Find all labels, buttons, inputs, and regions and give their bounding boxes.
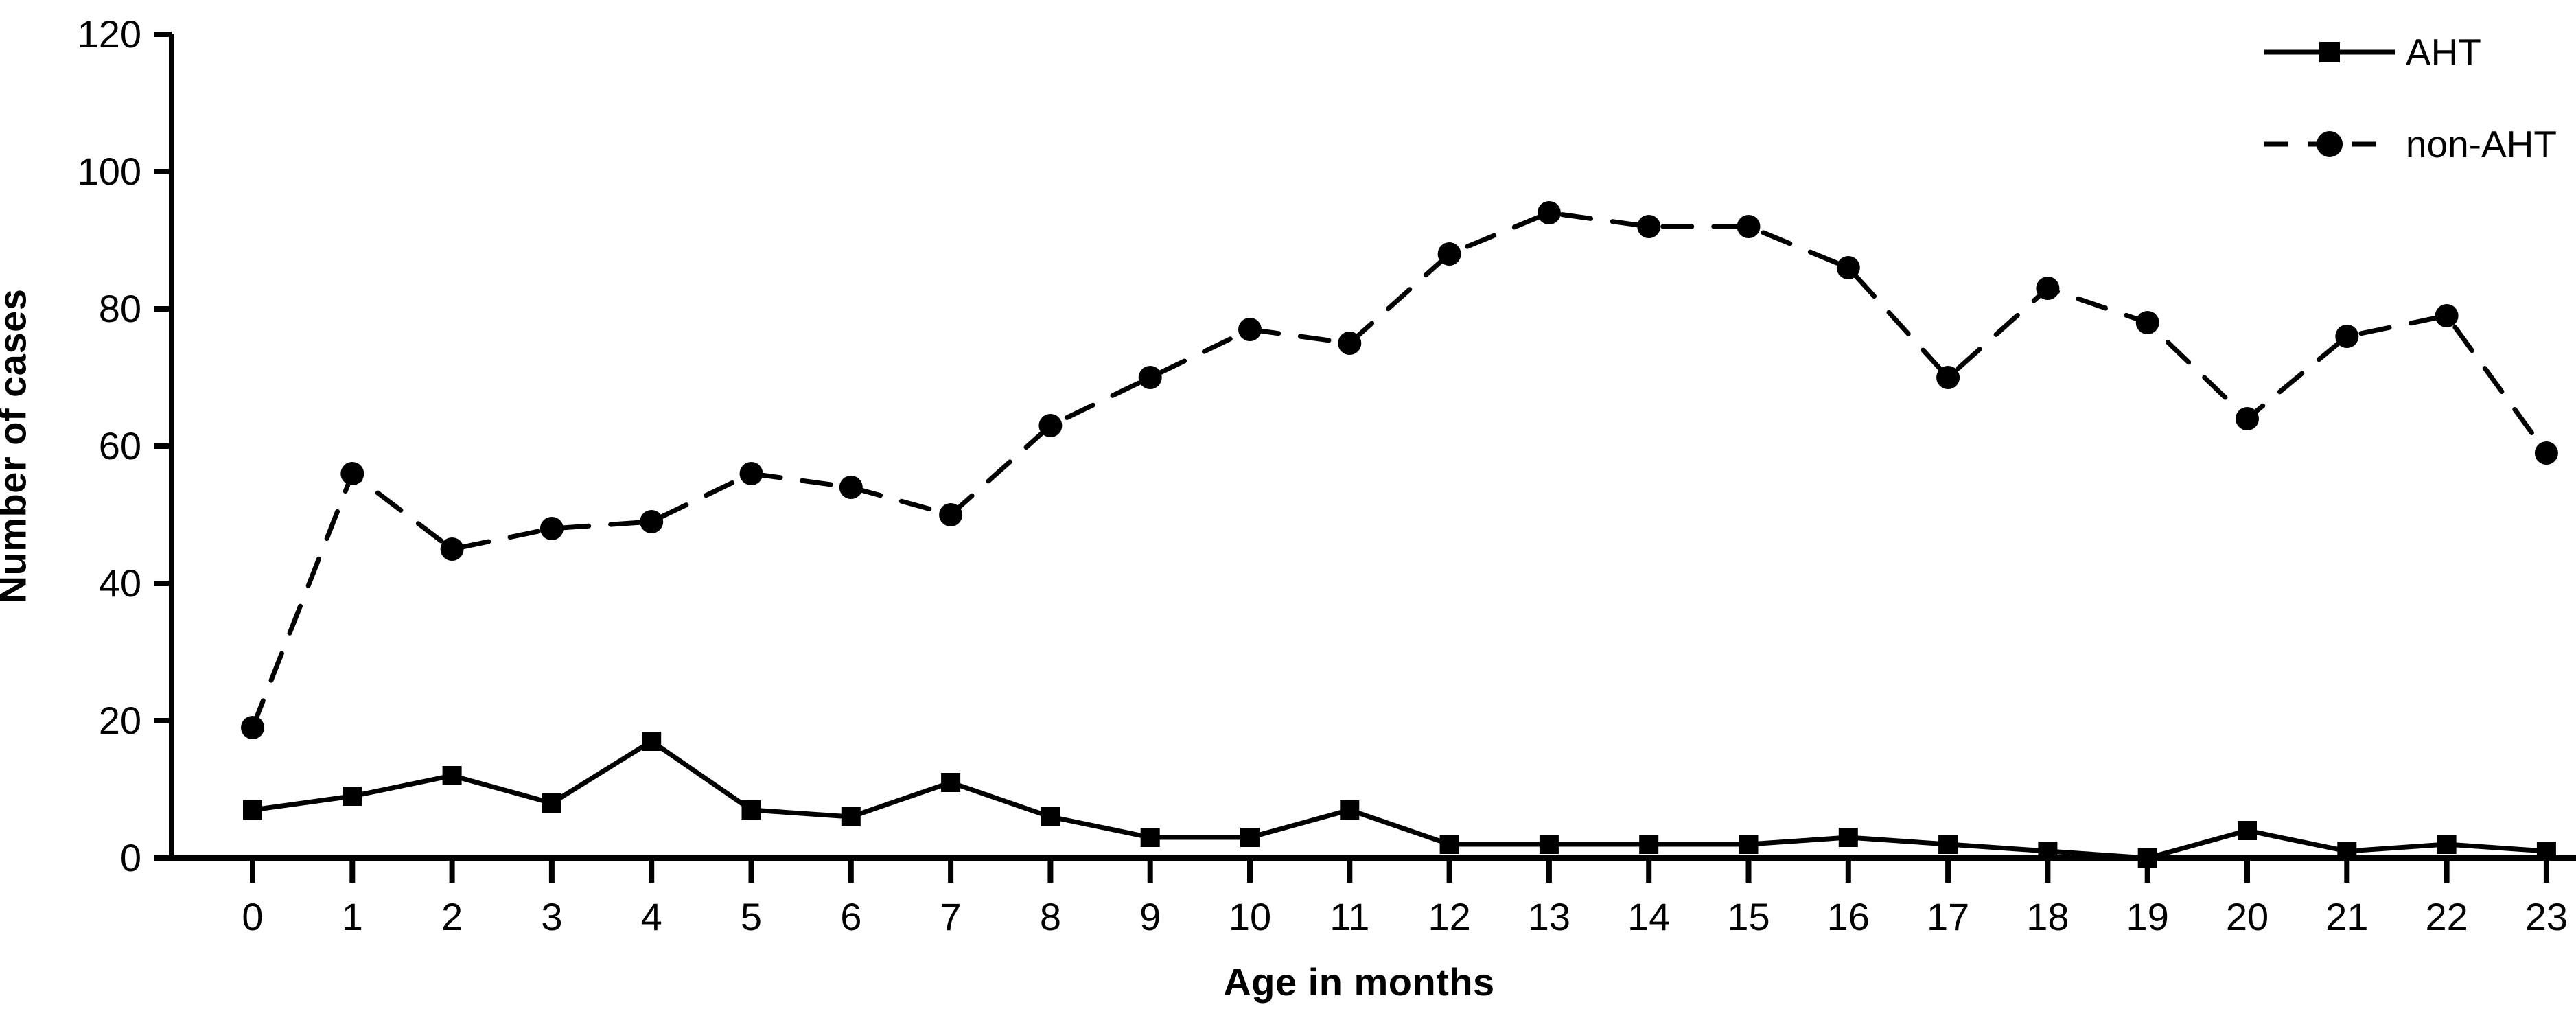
- non-aht-marker-month-14: [1637, 215, 1661, 238]
- aht-marker-month-6: [841, 807, 861, 826]
- non-aht-marker-month-17: [1936, 366, 1960, 389]
- non-aht-marker-month-1: [340, 462, 364, 485]
- non-aht-marker-month-16: [1836, 256, 1860, 279]
- non-aht-marker-month-12: [1437, 242, 1461, 266]
- aht-legend-key-icon: [2264, 42, 2395, 62]
- aht-marker-month-17: [1938, 835, 1958, 854]
- x-tick-label: 17: [1927, 895, 1969, 938]
- aht-marker-month-2: [442, 766, 462, 785]
- x-tick-label: 4: [641, 895, 662, 938]
- x-tick-label: 7: [940, 895, 962, 938]
- aht-marker-month-13: [1539, 835, 1559, 854]
- aht-marker-month-21: [2337, 842, 2357, 861]
- non-aht-marker-month-13: [1537, 201, 1561, 224]
- aht-marker-month-3: [542, 793, 561, 813]
- non-aht-marker-month-4: [640, 510, 664, 533]
- aht-marker-month-22: [2437, 835, 2457, 854]
- non-aht-marker-month-15: [1737, 215, 1761, 238]
- x-tick-label: 21: [2325, 895, 2368, 938]
- y-tick-label: 20: [99, 699, 141, 742]
- y-tick-label: 60: [99, 424, 141, 467]
- x-tick-label: 22: [2425, 895, 2468, 938]
- non-aht-line: [250, 210, 2549, 730]
- aht-marker-month-23: [2536, 842, 2556, 861]
- aht-marker-month-10: [1240, 828, 1260, 847]
- non-aht-marker-month-20: [2236, 407, 2259, 430]
- y-tick-label: 100: [78, 150, 141, 193]
- x-tick-label: 1: [342, 895, 363, 938]
- aht-marker-month-18: [2038, 842, 2058, 861]
- x-tick-label: 5: [741, 895, 762, 938]
- x-tick-label: 18: [2026, 895, 2069, 938]
- aht-legend-label: AHT: [2405, 31, 2481, 73]
- x-tick-label: 20: [2226, 895, 2268, 938]
- aht-marker-month-12: [1439, 835, 1459, 854]
- x-tick-label: 9: [1139, 895, 1161, 938]
- x-tick-label: 10: [1229, 895, 1271, 938]
- aht-marker-month-7: [941, 773, 961, 792]
- non-aht-marker-month-11: [1338, 332, 1362, 355]
- x-tick-label: 19: [2126, 895, 2169, 938]
- aht-marker-month-16: [1838, 828, 1858, 847]
- non-aht-legend-key-icon: [2264, 131, 2395, 157]
- aht-line: [250, 739, 2549, 861]
- x-tick-label: 14: [1627, 895, 1670, 938]
- aht-marker-month-1: [343, 787, 362, 806]
- x-tick-label: 12: [1428, 895, 1470, 938]
- aht-marker-month-20: [2238, 821, 2257, 840]
- non-aht-marker-month-9: [1138, 366, 1162, 389]
- x-tick-label: 0: [242, 895, 263, 938]
- y-tick-label: 120: [78, 12, 141, 56]
- x-tick-label: 11: [1330, 895, 1369, 938]
- aht-marker-month-8: [1041, 807, 1060, 826]
- non-aht-marker-month-10: [1238, 318, 1262, 341]
- aht-marker-month-5: [741, 800, 761, 820]
- y-tick-label: 40: [99, 561, 141, 605]
- non-aht-marker-month-3: [539, 517, 564, 540]
- aht-marker-month-19: [2137, 848, 2157, 868]
- aht-marker-month-4: [642, 732, 662, 751]
- aht-marker-month-15: [1739, 835, 1759, 854]
- aht-marker-month-9: [1140, 828, 1160, 847]
- non-aht-marker-month-23: [2534, 441, 2558, 465]
- non-aht-marker-month-2: [440, 537, 464, 561]
- legend-item-non-aht: non-AHT: [2264, 111, 2557, 177]
- non-aht-marker-month-6: [839, 476, 863, 499]
- x-tick-label: 15: [1727, 895, 1769, 938]
- non-aht-legend-label: non-AHT: [2405, 123, 2557, 165]
- non-aht-marker-month-0: [241, 716, 264, 739]
- x-tick-label: 23: [2525, 895, 2568, 938]
- x-tick-label: 6: [840, 895, 861, 938]
- non-aht-marker-month-8: [1038, 414, 1063, 437]
- x-tick-label: 2: [441, 895, 463, 938]
- non-aht-marker-month-22: [2435, 304, 2459, 327]
- non-aht-marker-month-21: [2335, 325, 2359, 348]
- non-aht-marker-month-19: [2135, 311, 2159, 334]
- aht-marker-month-14: [1639, 835, 1659, 854]
- non-aht-marker-month-7: [939, 503, 963, 526]
- x-tick-label: 13: [1528, 895, 1570, 938]
- y-tick-label: 80: [99, 287, 141, 330]
- non-aht-marker-month-18: [2036, 277, 2060, 300]
- x-tick-label: 16: [1827, 895, 1870, 938]
- y-tick-label: 0: [120, 836, 141, 879]
- x-tick-label: 3: [541, 895, 562, 938]
- aht-marker-month-0: [243, 800, 262, 820]
- aht-marker-month-11: [1340, 800, 1360, 820]
- legend: AHT non-AHT: [2264, 19, 2557, 203]
- x-tick-label: 8: [1040, 895, 1061, 938]
- y-axis-title: Number of cases: [0, 288, 34, 604]
- non-aht-marker-month-5: [739, 462, 763, 485]
- legend-item-aht: AHT: [2264, 19, 2557, 85]
- x-axis-title: Age in months: [1223, 960, 1495, 1004]
